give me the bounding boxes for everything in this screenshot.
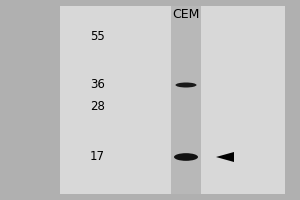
FancyBboxPatch shape xyxy=(171,6,201,194)
Text: CEM: CEM xyxy=(172,8,200,21)
Ellipse shape xyxy=(174,153,198,161)
FancyBboxPatch shape xyxy=(60,6,285,194)
Polygon shape xyxy=(216,152,234,162)
Ellipse shape xyxy=(176,83,197,88)
Text: 55: 55 xyxy=(90,29,105,43)
Text: 17: 17 xyxy=(90,150,105,162)
Text: 36: 36 xyxy=(90,78,105,90)
Text: 28: 28 xyxy=(90,99,105,112)
